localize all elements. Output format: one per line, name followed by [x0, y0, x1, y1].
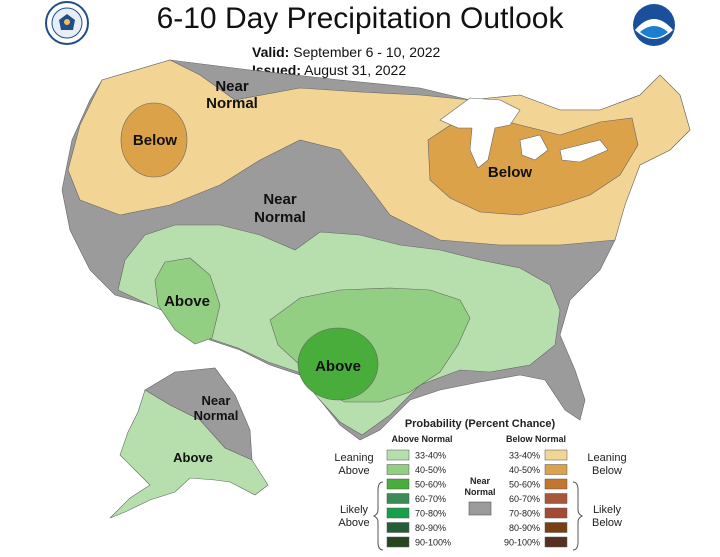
above-level-swatch-0 [386, 449, 410, 461]
label-above-southwest: Above [164, 293, 210, 310]
below-level-label-2: 50-60% [509, 480, 540, 490]
alaska-above-region [109, 389, 269, 519]
legend-leaning-above-1: Leaning [334, 452, 373, 464]
label-below-west: Below [133, 132, 178, 149]
valid-label: Valid: [252, 44, 290, 60]
legend-title: Probability (Percent Chance) [405, 418, 556, 430]
legend-near-normal-1: Near [470, 476, 491, 486]
label-near-normal-central-2: Normal [254, 209, 306, 226]
label-near-normal-north-2: Normal [206, 95, 258, 112]
great-lakes-water [439, 97, 609, 169]
label-below-east: Below [488, 164, 533, 181]
above-level-swatch-3 [386, 493, 410, 504]
issued-date: Issued: August 31, 2022 [252, 62, 406, 78]
above-texas-core-region [297, 327, 379, 401]
below-level-label-6: 90-100% [504, 538, 540, 548]
commerce-seal-icon [45, 1, 89, 45]
valid-dates: Valid: September 6 - 10, 2022 [252, 44, 440, 60]
below-level-label-0: 33-40% [509, 451, 540, 461]
page-title: 6-10 Day Precipitation Outlook [156, 2, 564, 35]
below-level-swatch-2 [544, 478, 568, 490]
noaa-logo-icon [633, 4, 675, 46]
issued-value: August 31, 2022 [304, 62, 407, 78]
label-near-normal-central-1: Near [263, 191, 297, 208]
label-alaska-above: Above [173, 450, 213, 465]
above-southwest-region [154, 257, 221, 345]
above-level-label-4: 70-80% [415, 509, 446, 519]
above-level-label-5: 80-90% [415, 523, 446, 533]
legend-likely-above-2: Above [338, 517, 369, 529]
legend: Probability (Percent Chance) Above Norma… [334, 418, 627, 551]
below-normal-swatches: 33-40% 40-50% 50-60% 60-70% 70-80% 80-90% 90-1… [504, 449, 568, 548]
legend-near-normal-2: Normal [464, 487, 495, 497]
near-normal-swatch [468, 501, 492, 516]
above-normal-swatches: 33-40% 40-50% 50-60% 60-70% 70-80% 80-90% 90-1… [386, 449, 451, 548]
legend-likely-above-1: Likely [340, 504, 369, 516]
above-level-swatch-2 [386, 478, 410, 490]
label-near-normal-north-1: Near [215, 78, 249, 95]
above-level-label-1: 40-50% [415, 465, 446, 475]
below-level-label-4: 70-80% [509, 509, 540, 519]
below-level-label-3: 60-70% [509, 494, 540, 504]
below-west-region [120, 102, 188, 178]
legend-leaning-below-2: Below [592, 465, 622, 477]
below-level-swatch-0 [544, 449, 568, 461]
legend-below-header: Below Normal [506, 434, 566, 444]
legend-likely-below-2: Below [592, 517, 622, 529]
above-level-label-2: 50-60% [415, 480, 446, 490]
above-level-label-3: 60-70% [415, 494, 446, 504]
below-level-swatch-3 [544, 493, 568, 504]
valid-value: September 6 - 10, 2022 [293, 44, 441, 60]
below-level-swatch-4 [544, 507, 568, 519]
below-level-swatch-1 [544, 464, 568, 475]
above-level-swatch-6 [386, 536, 410, 548]
below-level-label-1: 40-50% [509, 465, 540, 475]
above-level-swatch-1 [386, 464, 410, 475]
above-level-swatch-4 [386, 507, 410, 519]
below-level-label-5: 80-90% [509, 523, 540, 533]
below-level-swatch-6 [544, 536, 568, 548]
legend-above-header: Above Normal [391, 434, 452, 444]
legend-leaning-below-1: Leaning [587, 452, 626, 464]
label-above-texas: Above [315, 358, 361, 375]
label-alaska-near-normal-1: Near [202, 393, 231, 408]
above-level-label-0: 33-40% [415, 451, 446, 461]
label-alaska-near-normal-2: Normal [194, 408, 239, 423]
below-level-swatch-5 [544, 522, 568, 533]
legend-leaning-above-2: Above [338, 465, 369, 477]
above-level-swatch-5 [386, 522, 410, 533]
legend-likely-below-1: Likely [593, 504, 622, 516]
above-level-label-6: 90-100% [415, 538, 451, 548]
